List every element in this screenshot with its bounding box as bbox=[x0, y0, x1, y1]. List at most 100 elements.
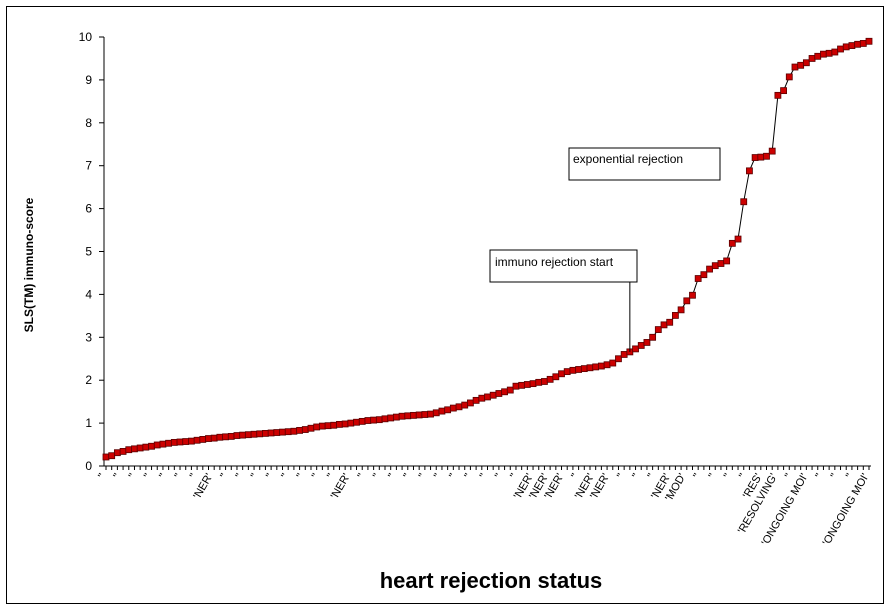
data-point bbox=[313, 423, 321, 431]
y-tick-label: 5 bbox=[85, 245, 92, 259]
annotation-exponential-rejection: exponential rejection bbox=[573, 152, 683, 166]
data-point bbox=[381, 415, 389, 423]
data-point bbox=[529, 380, 537, 388]
data-point bbox=[347, 419, 355, 427]
y-tick-label: 4 bbox=[85, 287, 92, 301]
x-tick-label: '' bbox=[432, 472, 444, 482]
data-point bbox=[290, 427, 298, 435]
x-tick-label: '' bbox=[233, 472, 245, 482]
x-tick-label: '' bbox=[249, 472, 261, 482]
data-point bbox=[785, 73, 793, 81]
data-point bbox=[170, 439, 178, 446]
data-point bbox=[125, 446, 133, 454]
data-point bbox=[780, 87, 787, 95]
x-tick-label: '' bbox=[783, 472, 795, 482]
data-point bbox=[148, 442, 155, 450]
x-tick-label: '' bbox=[356, 472, 368, 482]
data-point bbox=[569, 366, 577, 374]
data-point bbox=[370, 416, 378, 424]
data-point bbox=[432, 409, 440, 417]
data-point bbox=[689, 291, 696, 299]
data-point bbox=[421, 411, 429, 418]
y-tick-label: 8 bbox=[85, 116, 92, 130]
data-point bbox=[336, 420, 343, 428]
data-point bbox=[751, 154, 759, 161]
data-point bbox=[222, 433, 229, 441]
data-point bbox=[654, 326, 662, 333]
x-tick-label: '' bbox=[462, 472, 474, 482]
data-point bbox=[734, 235, 742, 243]
y-tick-label: 3 bbox=[85, 330, 92, 344]
data-point bbox=[136, 444, 144, 452]
data-point bbox=[267, 429, 275, 437]
data-point bbox=[512, 382, 520, 390]
data-point bbox=[637, 342, 645, 349]
data-point bbox=[199, 436, 207, 443]
data-point bbox=[262, 429, 269, 437]
data-point bbox=[711, 262, 719, 270]
data-point bbox=[632, 345, 639, 353]
data-point bbox=[768, 147, 776, 155]
data-point bbox=[427, 410, 434, 418]
data-point bbox=[131, 445, 138, 453]
data-point bbox=[250, 430, 258, 438]
data-point bbox=[233, 432, 241, 439]
x-tick-label: '' bbox=[279, 472, 291, 482]
data-point bbox=[643, 339, 651, 346]
data-point bbox=[358, 417, 366, 425]
data-point bbox=[865, 37, 873, 45]
annotations: immuno rejection start exponential reject… bbox=[489, 147, 721, 352]
x-axis-title: heart rejection status bbox=[380, 568, 603, 593]
y-tick-label: 10 bbox=[79, 30, 93, 44]
data-point bbox=[449, 404, 457, 412]
data-point bbox=[193, 436, 201, 444]
x-tick-label: '' bbox=[417, 472, 429, 482]
data-point bbox=[188, 437, 195, 445]
x-tick-label: '' bbox=[142, 472, 154, 482]
x-tick-label: '' bbox=[478, 472, 490, 482]
x-tick-label: '' bbox=[111, 472, 123, 482]
x-tick-label: '' bbox=[813, 472, 825, 482]
x-tick-label: '' bbox=[386, 472, 398, 482]
data-point bbox=[324, 422, 332, 430]
data-point bbox=[410, 411, 417, 419]
data-point bbox=[802, 59, 810, 67]
y-tick-label: 9 bbox=[85, 73, 92, 87]
x-tick-label: '' bbox=[645, 472, 657, 482]
x-tick-label: '' bbox=[737, 472, 749, 482]
annotation-box bbox=[489, 249, 638, 283]
data-point bbox=[159, 440, 167, 448]
data-point bbox=[318, 422, 326, 430]
data-point bbox=[746, 167, 753, 175]
x-axis: '' '' '' '' '' '' '''NER' '' '' '' '' '' '' '' '''NER'… bbox=[96, 465, 872, 548]
data-point bbox=[848, 42, 856, 49]
data-point bbox=[176, 438, 184, 446]
data-point bbox=[615, 355, 622, 363]
data-point bbox=[535, 378, 543, 386]
data-point bbox=[717, 260, 725, 267]
data-point bbox=[438, 407, 446, 415]
data-point bbox=[284, 428, 292, 436]
data-point bbox=[558, 370, 565, 378]
data-point bbox=[341, 420, 349, 428]
data-point bbox=[210, 434, 218, 442]
data-point bbox=[666, 318, 674, 326]
data-point bbox=[244, 431, 252, 439]
data-point bbox=[455, 403, 463, 411]
y-tick-label: 1 bbox=[85, 416, 92, 430]
data-point bbox=[814, 52, 822, 60]
data-point bbox=[546, 375, 554, 383]
x-tick-label: 'ONGOING MOI' bbox=[821, 472, 872, 548]
data-point bbox=[444, 406, 452, 414]
data-point bbox=[620, 351, 628, 358]
x-tick-label: '' bbox=[401, 472, 413, 482]
x-tick-label: '' bbox=[707, 472, 719, 482]
data-point bbox=[603, 361, 611, 369]
x-tick-label: '' bbox=[157, 472, 169, 482]
data-point bbox=[597, 362, 605, 370]
data-point bbox=[387, 414, 395, 422]
data-point bbox=[113, 449, 121, 457]
x-tick-label: '' bbox=[630, 472, 642, 482]
data-point bbox=[506, 386, 514, 394]
annotation-immuno-rejection-start: immuno rejection start bbox=[495, 255, 614, 269]
